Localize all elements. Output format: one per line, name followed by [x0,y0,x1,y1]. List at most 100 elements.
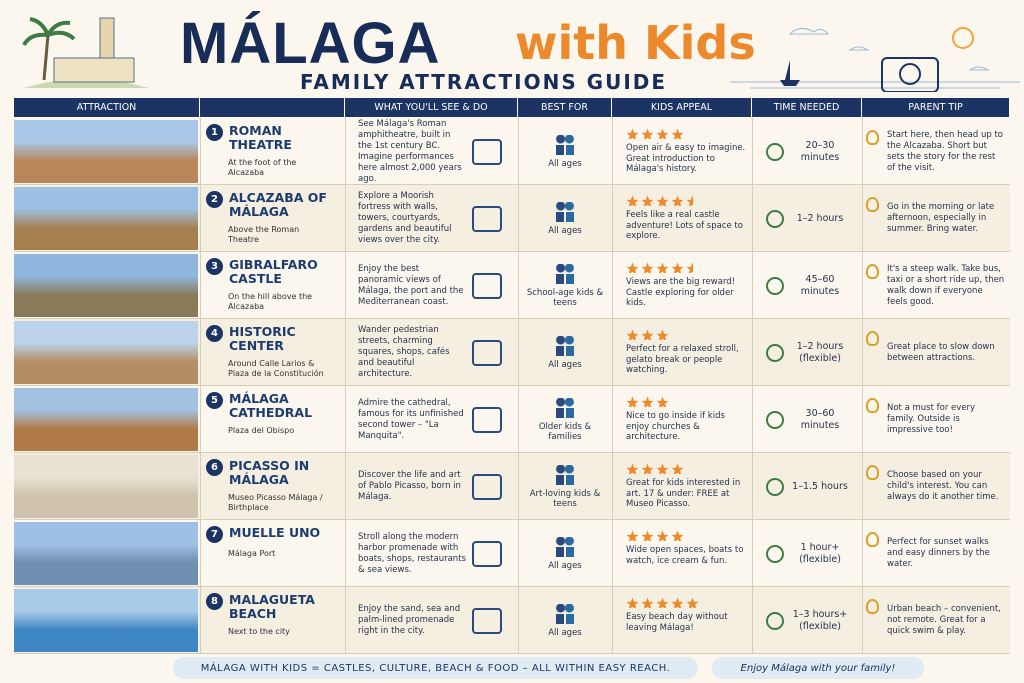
people-icon [554,335,576,356]
photo [14,388,198,451]
divider [200,386,201,453]
star [671,260,684,273]
time-needed: 1–2 hours (flexible) [796,340,844,364]
activity-icon [472,339,502,366]
activity-icon [472,473,502,500]
parent-tip: Not a must for every family. Outside is … [887,403,976,435]
activity-icon [472,272,502,299]
description: See Málaga's Roman amphitheatre, built i… [358,118,462,184]
attraction-cell: 4 HISTORIC CENTER Around Calle Larios & Pl… [206,325,344,379]
clock-icon [766,611,784,630]
appeal-cell: Wide open spaces, boats to watch, ice cr… [626,528,748,566]
description: Enjoy the sand, sea and palm-lined prome… [358,604,461,636]
star [656,394,669,407]
tip-cell: Start here, then head up to the Alcazaba… [866,118,1008,185]
appeal: Wide open spaces, boats to watch, ice cr… [626,545,744,566]
description: Admire the cathedral, famous for its unf… [358,397,464,441]
time-needed: 20–30 minutes [800,139,840,163]
tip-cell: Urban beach – convenient, not remote. Gr… [866,587,1008,654]
divider [518,386,519,453]
divider [345,118,346,185]
attraction-location: Next to the city [228,627,290,636]
star [626,394,639,407]
divider [200,453,201,520]
parent-tip: It's a steep walk. Take bus, taxi or a s… [887,263,1005,307]
activity-icon [472,607,502,634]
bulb-icon [866,599,879,614]
photo [14,589,198,652]
time-needed: 1–3 hours+ (flexible) [792,608,848,632]
divider [862,118,863,185]
tip-cell: Choose based on your child's interest. Y… [866,453,1008,520]
attraction-name: MUELLE UNO [229,525,321,540]
activity-icon [472,138,502,165]
clock-icon [766,209,784,228]
subtitle: FAMILY ATTRACTIONS GUIDE [300,70,668,94]
rating [626,461,748,474]
attraction-head: 3 GIBRALFARO CASTLE [206,258,344,286]
best-for-cell: All ages [518,319,612,386]
description: Wander pedestrian streets, charming squa… [358,325,450,379]
attraction-cell: 3 GIBRALFARO CASTLE On the hill above the … [206,258,344,312]
star [671,126,684,139]
divider [862,520,863,587]
description: Stroll along the modern harbor promenade… [358,531,466,575]
star [641,260,654,273]
column-header: TIME NEEDED [752,98,862,117]
table-row: 7 MUELLE UNO Málaga Port Stroll along the m… [14,520,1010,587]
star [626,595,639,608]
best-for-cell: All ages [518,185,612,252]
best-for: School-age kids & teens [526,287,604,308]
divider [200,185,201,252]
appeal-cell: Perfect for a relaxed stroll, gelato bre… [626,327,748,376]
appeal: Feels like a real castle adventure! Lots… [626,210,743,241]
parent-tip: Start here, then head up to the Alcazaba… [887,129,1004,173]
rating [626,193,748,206]
bulb-icon [866,264,879,279]
best-for-cell: All ages [518,587,612,654]
best-for-cell: All ages [518,520,612,587]
attraction-number: 4 [206,325,223,342]
divider [752,185,753,252]
table-row: 2 ALCAZABA OF MÁLAGA Above the Roman Theat… [14,185,1010,252]
time-needed: 30–60 minutes [800,407,840,431]
rating [626,595,748,608]
best-for: Older kids & families [538,421,592,442]
column-header: KIDS APPEAL [612,98,752,117]
divider [612,118,613,185]
divider [345,185,346,252]
rating [626,394,748,407]
title-accent: with Kids [515,16,756,70]
people-icon [554,134,576,155]
appeal-cell: Open air & easy to imagine. Great introd… [626,126,748,175]
time-cell: 1–3 hours+ (flexible) [766,587,862,654]
attraction-head: 5 MÁLAGA CATHEDRAL [206,392,344,420]
appeal-cell: Easy beach day without leaving Málaga! [626,595,748,633]
attraction-name: HISTORIC CENTER [229,324,296,353]
best-for: Art-loving kids & teens [529,488,601,509]
attraction-name: PICASSO IN MÁLAGA [229,458,310,487]
attraction-name: MALAGUETA BEACH [229,592,315,621]
divider [752,453,753,520]
column-header: PARENT TIP [862,98,1010,117]
star [656,260,669,273]
divider [612,185,613,252]
attraction-head: 4 HISTORIC CENTER [206,325,344,353]
clock-icon [766,410,784,429]
column-header: ATTRACTION [14,98,200,117]
people-icon [554,536,576,557]
star [626,461,639,474]
tip-cell: Perfect for sunset walks and easy dinner… [866,520,1008,587]
attraction-location: Around Calle Larios & Plaza de la Consti… [228,359,324,378]
description: Enjoy the best panoramic views of Málaga… [358,263,464,307]
appeal-cell: Views are the big reward! Castle explori… [626,260,748,309]
activity-icon [472,205,502,232]
attraction-cell: 7 MUELLE UNO Málaga Port [206,526,344,559]
time-needed: 1–2 hours [796,212,844,224]
divider [518,453,519,520]
best-for: All ages [548,627,582,638]
divider [862,386,863,453]
star [641,327,654,340]
attraction-head: 8 MALAGUETA BEACH [206,593,344,621]
